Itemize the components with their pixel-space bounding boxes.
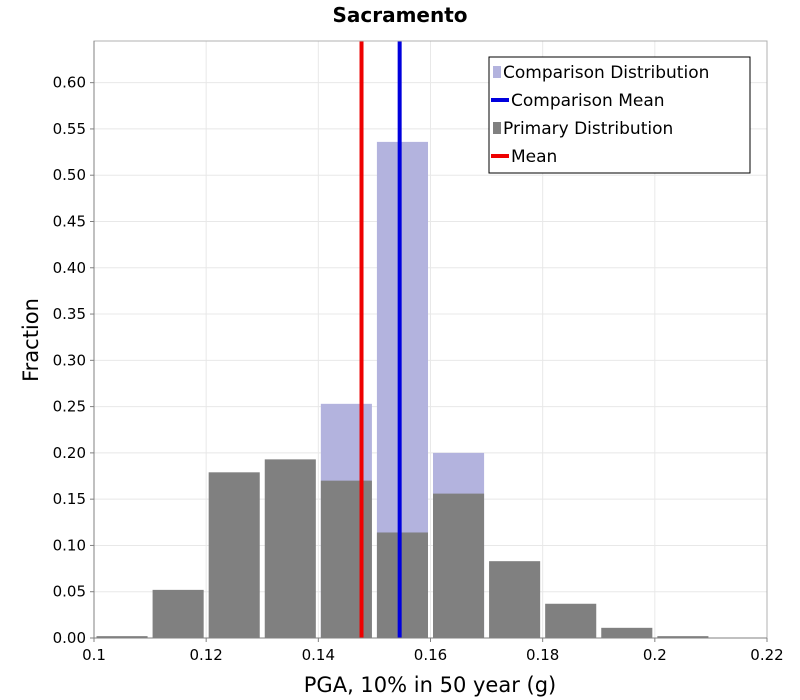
- histogram-bar-primary-distribution: [657, 636, 709, 638]
- y-tick-label: 0.45: [53, 212, 86, 230]
- legend-box: [488, 56, 751, 174]
- x-axis-label: PGA, 10% in 50 year (g): [304, 673, 556, 697]
- legend-swatch-primary-distribution: [493, 122, 501, 134]
- chart-title: Sacramento: [332, 3, 467, 27]
- x-tick-label: 0.16: [414, 646, 447, 664]
- histogram-bar-primary-distribution: [376, 532, 428, 638]
- x-tick-label: 0.14: [302, 646, 335, 664]
- y-tick-label: 0.15: [53, 490, 86, 508]
- y-tick-label: 0.35: [53, 305, 86, 323]
- x-tick-label: 0.1: [82, 646, 106, 664]
- histogram-bar-primary-distribution: [601, 627, 653, 638]
- histogram-bar-primary-distribution: [545, 603, 597, 638]
- y-tick-label: 0.00: [53, 629, 86, 647]
- y-tick-label: 0.55: [53, 120, 86, 138]
- y-tick-label: 0.50: [53, 166, 86, 184]
- y-tick-label: 0.30: [53, 351, 86, 369]
- histogram-bar-primary-distribution: [96, 636, 148, 638]
- x-tick-label: 0.22: [750, 646, 783, 664]
- y-tick-label: 0.05: [53, 583, 86, 601]
- legend-label-comparison-mean: Comparison Mean: [511, 91, 665, 111]
- x-tick-label: 0.2: [643, 646, 667, 664]
- x-tick-label: 0.12: [189, 646, 222, 664]
- y-axis-label: Fraction: [19, 298, 43, 382]
- legend: Comparison Distribution Comparison Mean Pr…: [488, 56, 751, 174]
- histogram-bar-primary-distribution: [208, 472, 260, 638]
- y-tick-label: 0.25: [53, 398, 86, 416]
- y-tick-label: 0.20: [53, 444, 86, 462]
- legend-swatch-comparison-distribution: [493, 66, 501, 78]
- histogram-bar-primary-distribution: [320, 480, 372, 638]
- legend-label-comparison-distribution: Comparison Distribution: [503, 63, 709, 83]
- y-tick-label: 0.10: [53, 536, 86, 554]
- histogram-bar-primary-distribution: [489, 561, 541, 638]
- histogram-bar-primary-distribution: [433, 493, 485, 638]
- x-tick-label: 0.18: [526, 646, 559, 664]
- histogram-bar-primary-distribution: [264, 459, 316, 638]
- y-tick-label: 0.40: [53, 259, 86, 277]
- legend-label-primary-distribution: Primary Distribution: [503, 119, 673, 139]
- legend-label-mean: Mean: [511, 147, 557, 167]
- y-tick-label: 0.60: [53, 74, 86, 92]
- histogram-bar-primary-distribution: [152, 589, 204, 638]
